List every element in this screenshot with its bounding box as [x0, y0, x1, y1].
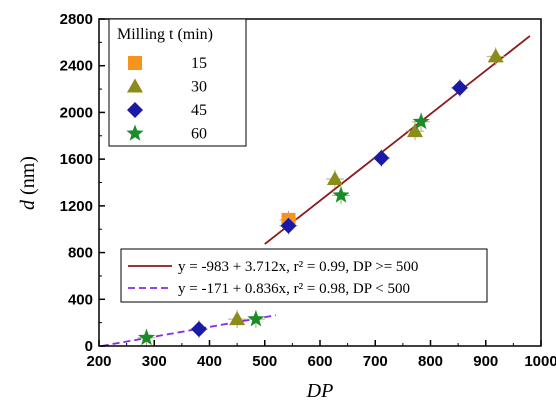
y-tick-label: 2000 [60, 104, 93, 121]
x-tick-label: 1000 [524, 353, 556, 370]
legend-marker-60 [126, 124, 144, 141]
data-point-30 [487, 48, 504, 63]
data-point-60 [332, 186, 350, 203]
x-tick-label: 500 [252, 353, 277, 370]
y-tick-label: 2400 [60, 58, 93, 75]
fit-line [101, 314, 276, 347]
x-tick-label: 700 [363, 353, 388, 370]
legend-label: 60 [191, 126, 207, 143]
legend-marker-15 [128, 56, 142, 70]
legend-title: Milling t (min) [117, 26, 213, 43]
x-tick-label: 200 [86, 353, 111, 370]
fit-legend-items: y = -983 + 3.712x, r² = 0.99, DP >= 500 y… [128, 259, 418, 297]
x-tick-label: 300 [142, 353, 167, 370]
data-point-60 [247, 310, 265, 327]
fit-line [264, 35, 531, 245]
y-tick-label: 2800 [60, 11, 93, 28]
y-tick-label: 0 [85, 338, 93, 355]
legend-box [108, 18, 247, 147]
x-tick-label: 800 [418, 353, 443, 370]
data-point-45 [280, 217, 297, 234]
y-axis-variable: d [17, 199, 39, 210]
y-tick-label: 800 [68, 245, 93, 262]
legend-items: 15 30 45 60 [126, 55, 207, 143]
y-axis-unit: (nm) [17, 156, 39, 195]
axes [98, 18, 542, 347]
data-point-30 [407, 123, 424, 138]
y-tick-label: 400 [68, 291, 93, 308]
data-point-30 [326, 170, 343, 185]
legend-label: 30 [191, 79, 207, 96]
tick-labels: 200 300 400 500 600 700 800 900 1000 0 400 800 1200 1… [60, 11, 556, 370]
x-tick-label: 400 [197, 353, 222, 370]
fit-lines [101, 35, 531, 347]
legend-marker-30 [127, 78, 143, 93]
series-legend: Milling t (min) 15 30 45 60 [108, 18, 247, 147]
data-point-45 [191, 321, 208, 338]
data-point-60 [412, 112, 430, 130]
data-point-45 [451, 79, 468, 96]
legend-label: 45 [191, 102, 207, 119]
data-point-60 [138, 328, 156, 346]
data-point-30 [229, 311, 246, 326]
y-tick-label: 1600 [60, 151, 93, 168]
x-axis-title: DP [306, 380, 334, 402]
fit-legend-box [120, 248, 488, 303]
data-point-45 [373, 149, 390, 166]
fit-legend-label: y = -983 + 3.712x, r² = 0.99, DP >= 500 [178, 259, 418, 275]
legend-marker-45 [127, 102, 143, 118]
data-points [137, 47, 505, 347]
fit-legend-label: y = -171 + 0.836x, r² = 0.98, DP < 500 [178, 281, 410, 297]
x-tick-label: 600 [307, 353, 332, 370]
legend-label: 15 [191, 55, 207, 72]
fit-legend: y = -983 + 3.712x, r² = 0.99, DP >= 500 y… [120, 248, 488, 303]
x-tick-label: 900 [473, 353, 498, 370]
y-tick-label: 1200 [60, 198, 93, 215]
y-axis-title: d (nm) [17, 156, 39, 210]
